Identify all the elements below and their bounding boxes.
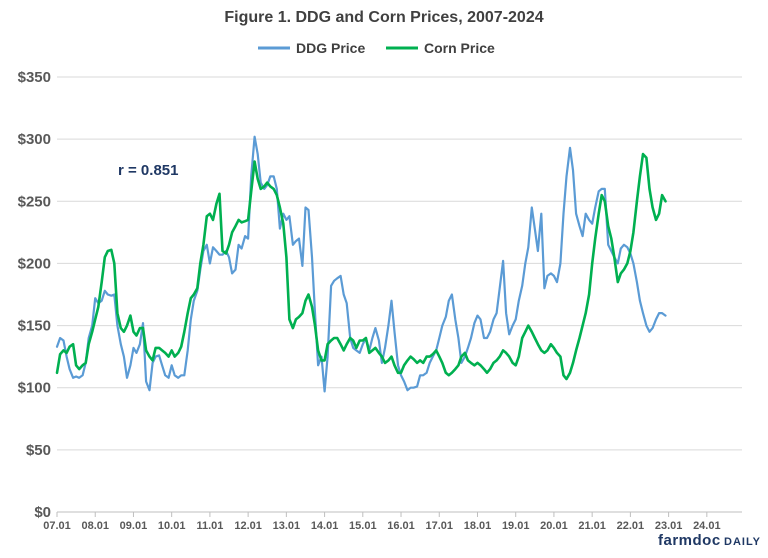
brand-main-text: farmdoc	[658, 532, 721, 549]
y-tick-label: $50	[26, 442, 51, 459]
series-line-corn	[55, 152, 667, 381]
y-tick-label: $150	[18, 318, 51, 335]
x-tick-label: 15.01	[349, 520, 377, 532]
x-tick-label: 21.01	[578, 520, 606, 532]
series-lines	[55, 135, 667, 393]
y-tick-label: $100	[18, 380, 51, 397]
chart-title: Figure 1. DDG and Corn Prices, 2007-2024	[224, 9, 543, 26]
x-tick-label: 09.01	[120, 520, 148, 532]
brand-sub-text: DAILY	[724, 536, 761, 548]
y-tick-label: $350	[18, 69, 51, 86]
x-tick-label: 23.01	[655, 520, 683, 532]
x-tick-label: 08.01	[81, 520, 109, 532]
y-tick-label: $250	[18, 193, 51, 210]
legend: DDG Price Corn Price	[258, 40, 495, 56]
legend-label-ddg: DDG Price	[296, 40, 365, 56]
x-tick-label: 13.01	[273, 520, 301, 532]
x-tick-label: 20.01	[540, 520, 568, 532]
y-tick-label: $0	[34, 504, 51, 521]
x-tick-label: 11.01	[196, 520, 223, 532]
gridlines	[57, 76, 742, 451]
x-tick-label: 16.01	[387, 520, 415, 532]
legend-label-corn: Corn Price	[424, 40, 495, 56]
x-tick-label: 07.01	[43, 520, 71, 532]
series-line-ddg	[55, 135, 667, 393]
brand-logo: farmdoc DAILY	[658, 532, 761, 549]
x-tick-label: 22.01	[617, 520, 645, 532]
y-tick-label: $300	[18, 131, 51, 148]
x-tick-label: 24.01	[693, 520, 721, 532]
x-tick-label: 10.01	[158, 520, 186, 532]
correlation-annotation: r = 0.851	[118, 162, 178, 179]
axes: $0 $50 $100 $150 $200 $250 $300 $350 07.01 08.01 0…	[18, 69, 742, 532]
x-tick-label: 18.01	[464, 520, 492, 532]
x-tick-label: 17.01	[425, 520, 453, 532]
x-tick-label: 12.01	[234, 520, 262, 532]
y-tick-label: $200	[18, 255, 51, 272]
x-tick-label: 19.01	[502, 520, 530, 532]
x-tick-label: 14.01	[311, 520, 339, 532]
